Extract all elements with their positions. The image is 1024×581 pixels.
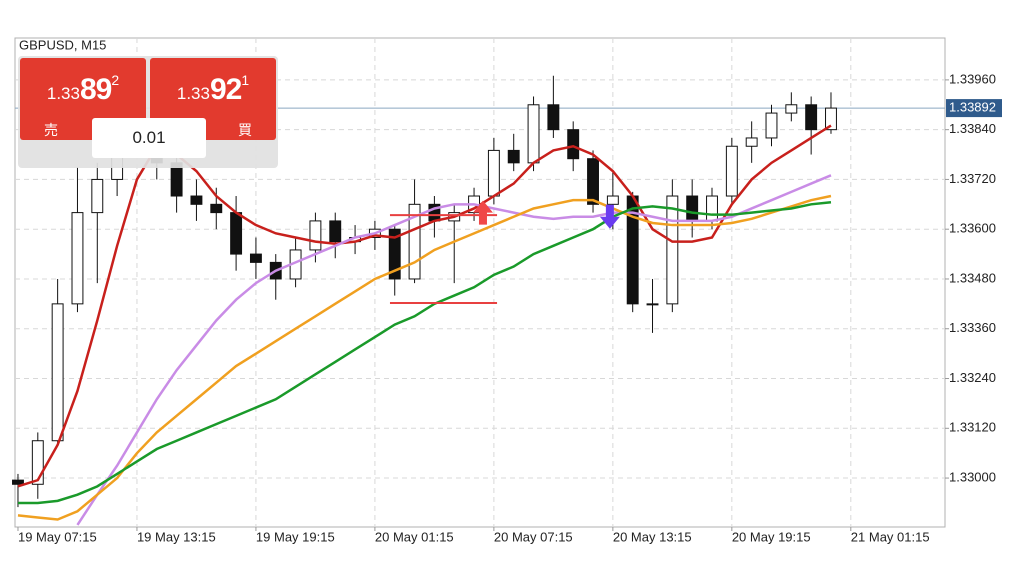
plot-frame xyxy=(14,37,946,528)
chart-title: GBPUSD, M15 xyxy=(19,37,106,52)
price-fraction: 2 xyxy=(111,72,120,88)
trade-panel: 1.33892 売 1.33921 買 0.01 xyxy=(18,56,278,168)
price-pips: 89 xyxy=(79,73,112,106)
price-prefix: 1.33 xyxy=(46,84,80,103)
candle-body xyxy=(666,195,679,305)
lot-input[interactable]: 0.01 xyxy=(92,118,206,158)
candle-body xyxy=(388,228,401,280)
candle-body xyxy=(309,220,322,251)
y-tick-label: 1.33960 xyxy=(949,71,996,86)
candle-body xyxy=(51,303,64,442)
candle-body xyxy=(249,253,262,263)
x-tick-label: 20 May 01:15 xyxy=(375,529,454,544)
price-prefix: 1.33 xyxy=(176,84,210,103)
sell-price: 1.33892 xyxy=(20,72,146,107)
x-tick-label: 19 May 07:15 xyxy=(18,529,97,544)
candle-body xyxy=(527,104,540,164)
signal-arrow xyxy=(599,204,620,229)
candle-body xyxy=(12,479,24,485)
candle-body xyxy=(210,203,223,214)
price-pips: 92 xyxy=(209,73,242,106)
y-tick-label: 1.33120 xyxy=(949,420,996,435)
x-tick-label: 20 May 19:15 xyxy=(732,529,811,544)
moving-average xyxy=(17,194,832,521)
moving-average xyxy=(17,201,832,505)
candle-body xyxy=(91,178,104,214)
candle-body xyxy=(547,104,560,131)
candle-body xyxy=(329,220,342,243)
sell-label: 売 xyxy=(44,122,58,138)
price-fraction: 1 xyxy=(241,72,250,88)
x-tick-label: 19 May 19:15 xyxy=(256,529,335,544)
y-tick-label: 1.33000 xyxy=(949,469,996,484)
candle-body xyxy=(785,104,798,114)
candle-body xyxy=(230,212,243,255)
candle-body xyxy=(71,212,84,305)
candle-body xyxy=(408,203,421,280)
x-tick-label: 20 May 13:15 xyxy=(613,529,692,544)
price-label: 1.33892 xyxy=(949,100,996,115)
candle-body xyxy=(686,195,699,222)
candle-body xyxy=(31,440,44,485)
candle-body xyxy=(825,107,837,131)
y-tick-label: 1.33360 xyxy=(949,320,996,335)
x-tick-label: 21 May 01:15 xyxy=(851,529,930,544)
candle-body xyxy=(805,104,818,131)
candle-body xyxy=(487,149,500,197)
candle-body xyxy=(706,195,718,222)
candle-body xyxy=(507,149,520,164)
candle-body xyxy=(587,158,599,205)
signal-arrow xyxy=(472,200,493,225)
candle-body xyxy=(725,145,738,197)
candle-body xyxy=(567,129,580,160)
y-tick-label: 1.33600 xyxy=(949,221,996,236)
buy-label: 買 xyxy=(238,122,252,138)
candle-body xyxy=(745,137,758,147)
moving-average xyxy=(76,174,832,526)
buy-price: 1.33921 xyxy=(150,72,276,107)
y-tick-label: 1.33840 xyxy=(949,121,996,136)
buy-button[interactable]: 1.33921 買 xyxy=(150,58,276,140)
candle-body xyxy=(646,303,659,306)
price-label-box xyxy=(946,99,1002,118)
y-tick-label: 1.33720 xyxy=(949,171,996,186)
x-tick-label: 19 May 13:15 xyxy=(137,529,216,544)
candle-body xyxy=(765,112,778,139)
candle-body xyxy=(606,195,619,205)
x-tick-label: 20 May 07:15 xyxy=(494,529,573,544)
y-tick-label: 1.33240 xyxy=(949,370,996,385)
y-tick-label: 1.33480 xyxy=(949,270,996,285)
candle-body xyxy=(190,195,203,205)
